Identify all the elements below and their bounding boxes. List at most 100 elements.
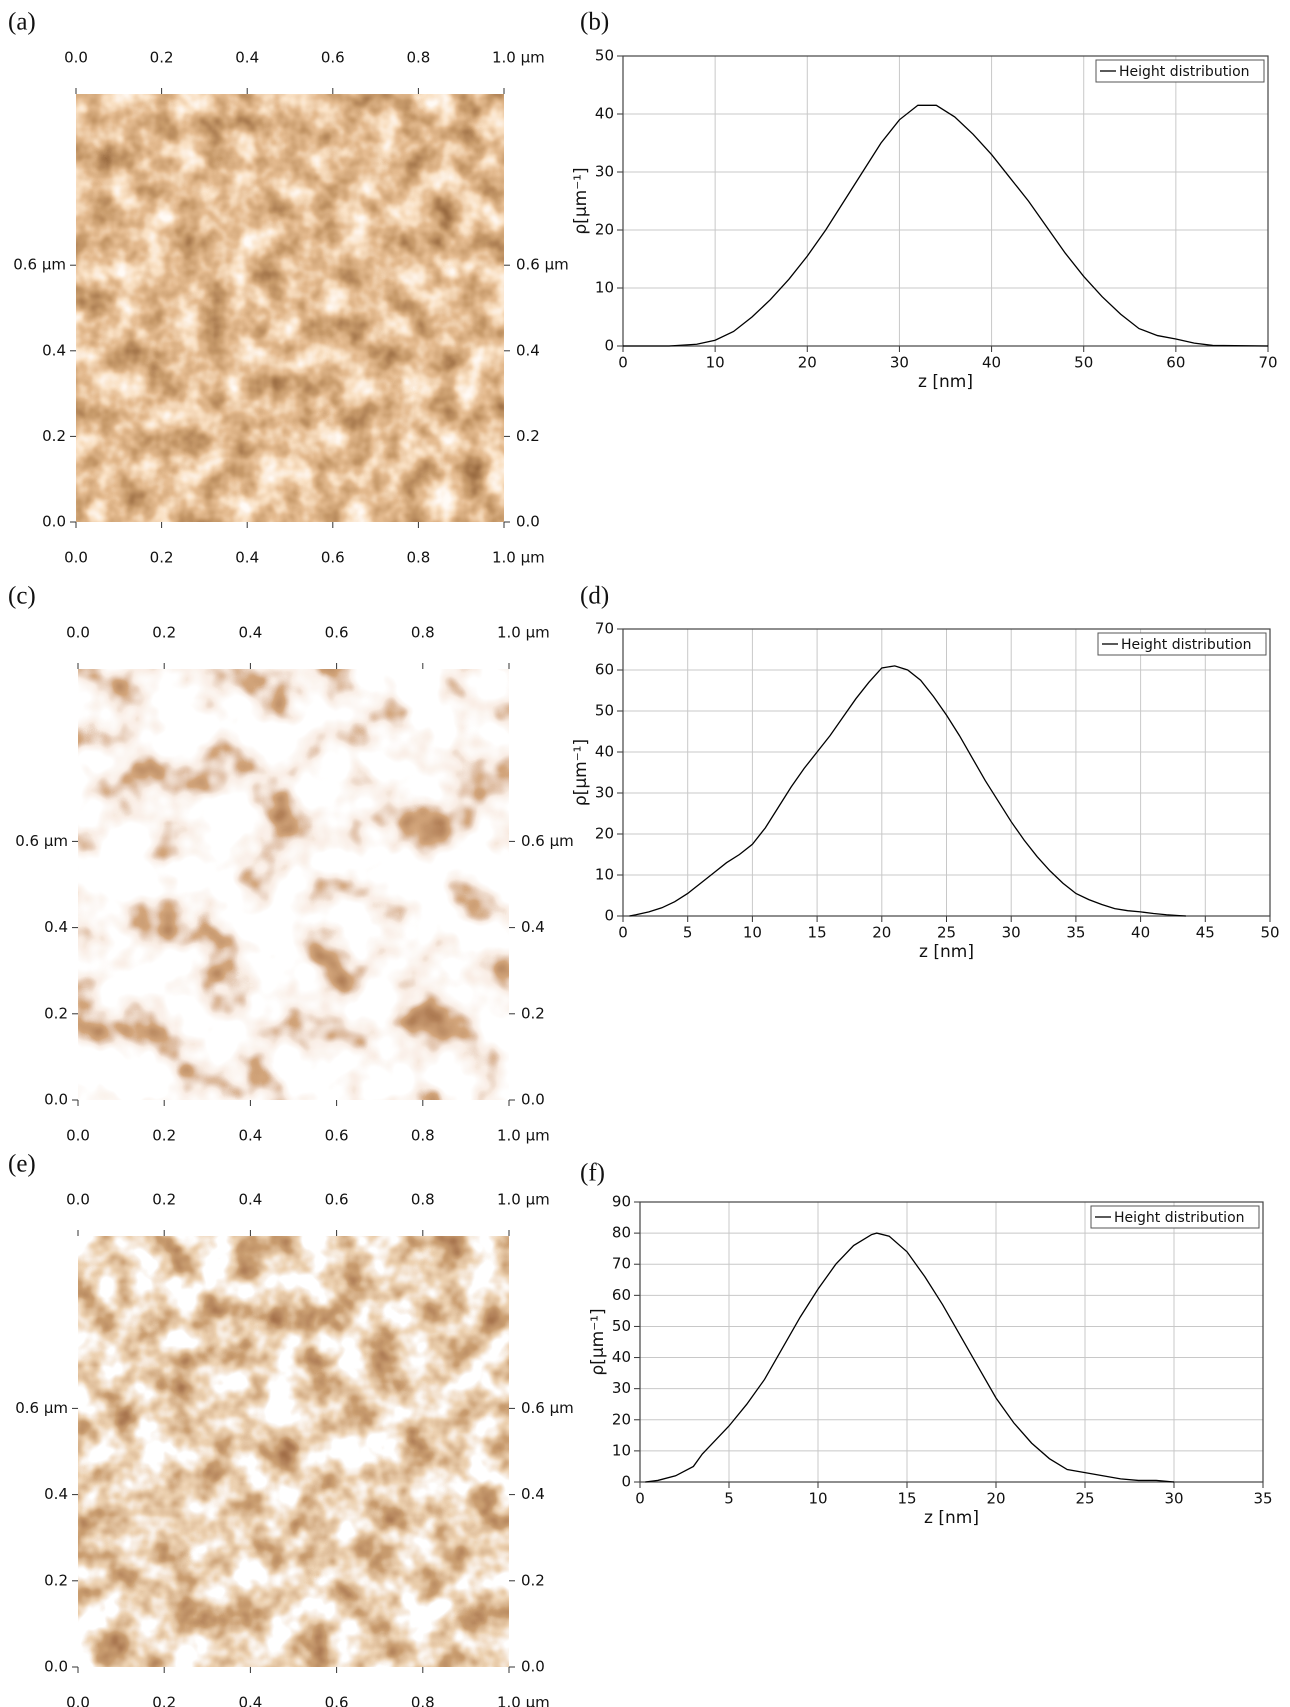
x-tick-label: 0.8 [411, 1127, 435, 1145]
x-tick-label: 5 [724, 1490, 734, 1508]
y-tick-label: 0.4 [516, 341, 540, 359]
y-tick-label: 30 [612, 1379, 631, 1397]
x-tick-label: 0.2 [152, 624, 176, 642]
legend-label: Height distribution [1121, 637, 1252, 653]
y-tick-label: 40 [595, 743, 614, 761]
y-tick-label: 20 [612, 1410, 631, 1428]
y-tick-label: 0.4 [521, 918, 545, 936]
afm-image [78, 1236, 509, 1667]
y-tick-label: 0.6 μm [13, 256, 66, 274]
y-tick-label: 0.6 μm [521, 1399, 574, 1417]
panel-label: (a) [8, 9, 36, 36]
x-tick-label: 30 [1164, 1490, 1183, 1508]
x-tick-label: 35 [1253, 1490, 1272, 1508]
y-tick-label: 0.0 [521, 1658, 545, 1676]
x-tick-label: 10 [808, 1490, 827, 1508]
x-tick-label: 1.0 μm [497, 1127, 550, 1145]
x-tick-label: 0.8 [411, 1191, 435, 1209]
y-tick-label: 20 [595, 825, 614, 843]
x-tick-label: 70 [1258, 354, 1277, 372]
y-tick-label: 0.4 [521, 1485, 545, 1503]
y-tick-label: 0.2 [521, 1004, 545, 1022]
plot-frame [622, 628, 1271, 917]
y-tick-label: 30 [595, 163, 614, 181]
x-tick-label: 0.2 [150, 549, 174, 567]
x-tick-label: 0.0 [64, 49, 88, 67]
x-tick-label: 0.4 [238, 1127, 262, 1145]
legend-label: Height distribution [1119, 64, 1250, 80]
x-tick-label: 1.0 μm [497, 1191, 550, 1209]
legend-box [1090, 1205, 1260, 1229]
y-tick-label: 10 [595, 279, 614, 297]
panel-label: (e) [8, 1151, 36, 1178]
x-tick-label: 0.0 [64, 549, 88, 567]
x-tick-label: 1.0 μm [497, 1694, 550, 1707]
x-axis-title: z [nm] [924, 1508, 979, 1528]
y-tick-label: 10 [612, 1441, 631, 1459]
y-tick-label: 0.0 [516, 513, 540, 531]
x-tick-label: 10 [706, 354, 725, 372]
height-line [629, 665, 1186, 917]
x-tick-label: 0.0 [66, 1127, 90, 1145]
y-tick-label: 20 [595, 221, 614, 239]
y-tick-label: 50 [612, 1317, 631, 1335]
height-line [623, 104, 1269, 347]
x-tick-label: 25 [937, 924, 956, 942]
x-tick-label: 0.4 [238, 1191, 262, 1209]
x-tick-label: 60 [1166, 354, 1185, 372]
y-tick-label: 70 [612, 1255, 631, 1273]
y-tick-label: 0.6 μm [15, 832, 68, 850]
plot-frame [639, 1201, 1264, 1483]
y-tick-label: 0.6 μm [516, 256, 569, 274]
x-tick-label: 1.0 μm [492, 549, 545, 567]
y-tick-label: 30 [595, 784, 614, 802]
y-tick-label: 60 [595, 661, 614, 679]
x-tick-label: 0.4 [235, 549, 259, 567]
x-tick-label: 0.8 [411, 624, 435, 642]
x-axis-title: z [nm] [918, 372, 973, 392]
x-tick-label: 25 [1075, 1490, 1094, 1508]
y-tick-label: 80 [612, 1224, 631, 1242]
x-tick-label: 5 [683, 924, 693, 942]
y-tick-label: 0.6 μm [521, 832, 574, 850]
x-tick-label: 0.2 [152, 1127, 176, 1145]
x-tick-label: 0.2 [150, 49, 174, 67]
x-axis-title: z [nm] [919, 942, 974, 962]
y-tick-label: 40 [595, 105, 614, 123]
x-tick-label: 0 [618, 924, 628, 942]
afm-image [76, 94, 504, 522]
x-tick-label: 0.0 [66, 624, 90, 642]
x-tick-label: 15 [897, 1490, 916, 1508]
y-tick-label: 0.2 [44, 1571, 68, 1589]
x-tick-label: 30 [1002, 924, 1021, 942]
panel-label: (f) [580, 1160, 605, 1187]
x-tick-label: 0.4 [235, 49, 259, 67]
x-tick-label: 50 [1074, 354, 1093, 372]
x-tick-label: 0.6 [321, 49, 345, 67]
y-tick-label: 0.4 [42, 341, 66, 359]
x-tick-label: 15 [808, 924, 827, 942]
y-tick-label: 10 [595, 866, 614, 884]
y-tick-label: 0.0 [44, 1658, 68, 1676]
y-tick-label: 0.6 μm [15, 1399, 68, 1417]
y-tick-label: 0.0 [521, 1091, 545, 1109]
x-tick-label: 0.0 [66, 1191, 90, 1209]
x-tick-label: 0 [618, 354, 628, 372]
x-tick-label: 1.0 μm [492, 49, 545, 67]
x-tick-label: 50 [1260, 924, 1279, 942]
y-tick-label: 0.0 [44, 1091, 68, 1109]
x-tick-label: 35 [1066, 924, 1085, 942]
y-axis-title: ρ[μm⁻¹] [571, 739, 591, 806]
x-tick-label: 20 [986, 1490, 1005, 1508]
x-tick-label: 0.8 [411, 1694, 435, 1707]
y-tick-label: 0 [604, 337, 614, 355]
y-tick-label: 0.4 [44, 1485, 68, 1503]
x-tick-label: 0.4 [238, 1694, 262, 1707]
y-tick-label: 0 [621, 1473, 631, 1491]
y-axis-title: ρ[μm⁻¹] [571, 167, 591, 234]
panel-label: (d) [580, 583, 609, 610]
plot-area [639, 1201, 1264, 1483]
plot-area [622, 55, 1269, 347]
x-tick-label: 0.8 [406, 49, 430, 67]
